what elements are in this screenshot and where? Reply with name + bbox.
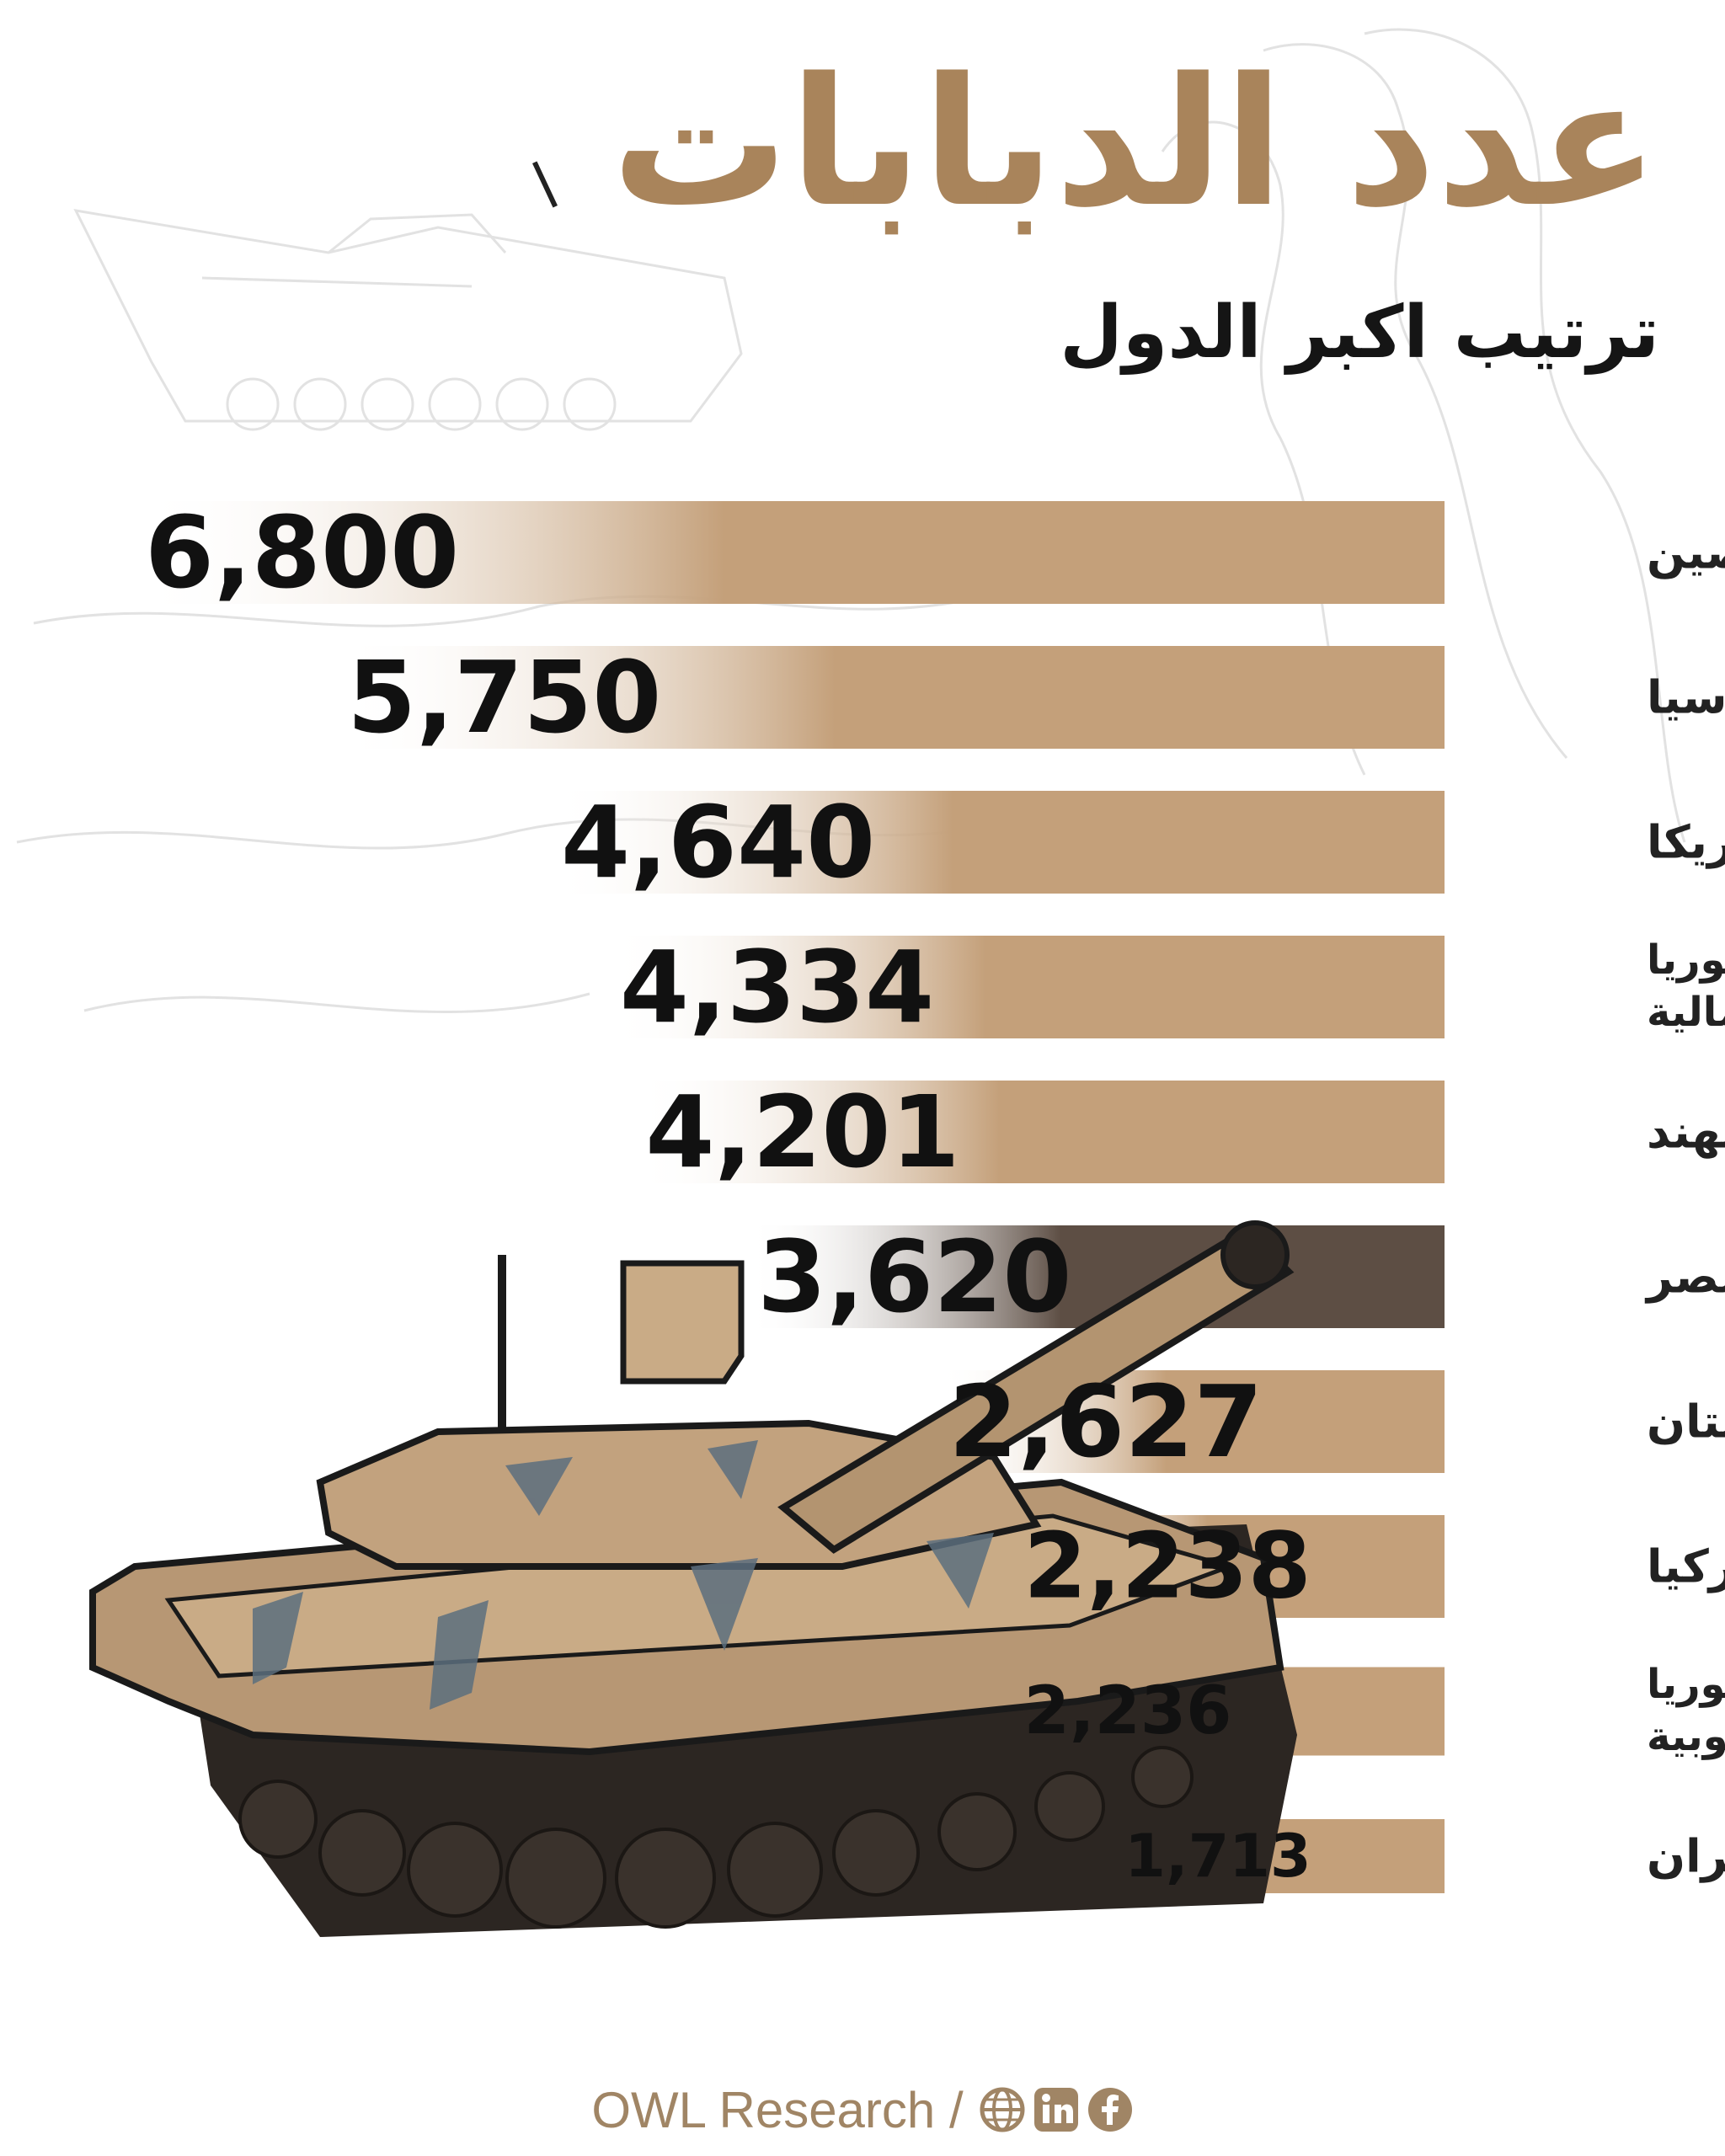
value-label-10: 1,713 xyxy=(1124,1822,1311,1891)
value-label-3: 4,640 xyxy=(561,784,875,900)
footer-credit: OWL Research / xyxy=(591,2081,964,2138)
value-label-9: 2,236 xyxy=(1024,1673,1232,1749)
page-subtitle: ترتيب اكبر الدول xyxy=(1060,291,1659,375)
value-label-2: 5,750 xyxy=(347,639,661,755)
globe-icon[interactable] xyxy=(979,2086,1026,2133)
value-label-7: 2,627 xyxy=(948,1364,1263,1480)
value-label-5: 4,201 xyxy=(645,1074,959,1190)
tank-illustration xyxy=(89,1220,1297,1937)
facebook-icon[interactable] xyxy=(1087,2086,1134,2133)
bar-4 xyxy=(609,936,1445,1038)
footer: OWL Research / xyxy=(0,2080,1725,2139)
bar-1 xyxy=(135,501,1445,604)
bar-chart: 6,800 الصين 5,750 روسيا 4,640 امريكا 4,334 كوري… xyxy=(89,494,1725,1937)
bar-5 xyxy=(635,1081,1445,1183)
category-label-4: كورياالشمالية xyxy=(1647,937,1725,1036)
value-label-4: 4,334 xyxy=(620,929,934,1045)
category-label-5: الهند xyxy=(1647,1106,1725,1159)
sketch-background xyxy=(16,28,1686,1014)
page-title: عدد الدبابات xyxy=(611,40,1659,246)
category-label-7: باكستان xyxy=(1647,1396,1725,1449)
category-label-6: مصر xyxy=(1644,1251,1725,1304)
bar-3 xyxy=(550,791,1445,894)
category-label-9: كورياالجنوبية xyxy=(1647,1661,1725,1760)
bar-2 xyxy=(337,646,1445,749)
value-label-8: 2,238 xyxy=(1023,1514,1311,1620)
category-label-10: ايران xyxy=(1647,1830,1725,1883)
bar-6 xyxy=(747,1225,1445,1328)
category-label-1: الصين xyxy=(1647,526,1725,579)
social-icons xyxy=(979,2086,1134,2133)
linkedin-icon[interactable] xyxy=(1033,2086,1080,2133)
category-label-2: روسيا xyxy=(1647,671,1725,724)
value-label-6: 3,620 xyxy=(757,1219,1071,1335)
value-label-1: 6,800 xyxy=(145,494,459,611)
category-label-3: امريكا xyxy=(1647,816,1725,869)
category-label-8: تركيا xyxy=(1647,1540,1725,1593)
